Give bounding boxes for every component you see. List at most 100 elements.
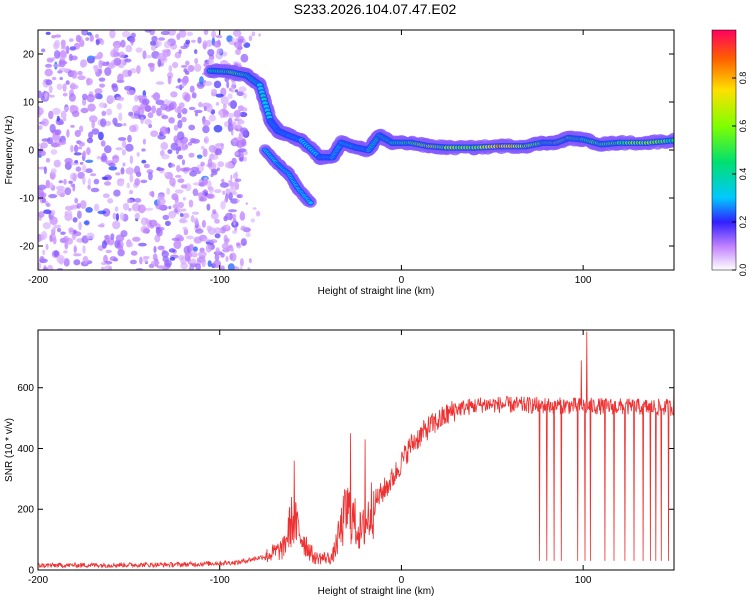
- noise-blob: [200, 161, 205, 167]
- noise-blob: [128, 111, 134, 117]
- noise-blob: [155, 81, 165, 85]
- noise-blob: [130, 32, 136, 39]
- noise-blob: [244, 150, 248, 156]
- noise-blob: [178, 254, 185, 261]
- noise-blob: [123, 123, 127, 127]
- noise-blob: [150, 260, 160, 266]
- noise-blob: [182, 226, 188, 231]
- noise-blob: [87, 103, 96, 112]
- noise-blob: [140, 116, 144, 124]
- noise-blob: [157, 134, 166, 140]
- noise-blob: [129, 125, 137, 133]
- noise-blob: [50, 149, 58, 155]
- noise-blob: [238, 38, 245, 43]
- noise-blob: [181, 208, 187, 212]
- spec-xtick-label: 0: [399, 275, 405, 286]
- noise-blob: [168, 248, 176, 253]
- noise-blob: [38, 233, 42, 243]
- noise-blob: [60, 46, 67, 50]
- noise-blob: [151, 94, 159, 99]
- spec-ytick-label: 20: [23, 50, 35, 61]
- noise-blob: [117, 73, 124, 82]
- noise-blob: [70, 82, 76, 90]
- noise-blob: [41, 138, 51, 142]
- snr-ytick-label: 400: [17, 444, 34, 455]
- noise-blob: [182, 212, 190, 219]
- noise-blob: [122, 203, 130, 211]
- noise-blob: [188, 106, 196, 111]
- noise-blob: [168, 210, 177, 219]
- noise-blob: [91, 128, 100, 135]
- noise-blob: [223, 103, 227, 109]
- noise-blob: [108, 166, 118, 171]
- noise-blob: [177, 119, 183, 129]
- noise-blob: [202, 40, 208, 50]
- noise-blob: [134, 198, 142, 203]
- noise-blob: [194, 112, 199, 117]
- noise-blob: [156, 55, 165, 60]
- noise-blob: [235, 38, 238, 44]
- noise-blob: [233, 110, 242, 118]
- noise-blob: [184, 252, 193, 259]
- noise-blob: [87, 184, 91, 190]
- noise-blob: [142, 138, 146, 145]
- noise-blob: [216, 48, 223, 55]
- snr-frame: [37, 329, 675, 571]
- noise-blob: [58, 60, 68, 65]
- noise-blob: [222, 190, 226, 195]
- noise-blob: [134, 178, 141, 186]
- noise-blob: [150, 45, 157, 51]
- noise-blob: [68, 93, 76, 102]
- noise-blob: [177, 78, 181, 83]
- noise-blob: [100, 261, 107, 266]
- noise-blob: [199, 76, 204, 85]
- snr-xlabel: Height of straight line (km): [318, 586, 435, 597]
- noise-blob: [42, 267, 49, 270]
- noise-blob: [103, 181, 112, 186]
- noise-blob: [198, 196, 204, 202]
- noise-blob: [93, 64, 99, 73]
- noise-blob: [201, 179, 208, 186]
- noise-blob: [54, 34, 62, 38]
- noise-blob: [66, 129, 70, 138]
- noise-blob: [106, 175, 112, 180]
- noise-blob: [82, 93, 88, 101]
- noise-blob: [71, 70, 78, 79]
- noise-blob: [181, 116, 187, 123]
- noise-blob: [149, 63, 155, 72]
- noise-blob: [109, 256, 117, 262]
- noise-blob: [63, 235, 69, 243]
- noise-blob: [124, 58, 132, 63]
- noise-blob: [202, 148, 208, 158]
- noise-blob: [190, 258, 197, 265]
- noise-blob: [174, 189, 184, 194]
- noise-blob: [66, 210, 73, 218]
- noise-blob: [228, 209, 237, 213]
- noise-blob: [101, 110, 107, 117]
- noise-blob: [184, 93, 191, 103]
- noise-blob: [167, 149, 173, 155]
- noise-blob: [247, 267, 251, 270]
- noise-blob: [73, 152, 82, 156]
- spec-xtick-label: 100: [575, 275, 592, 286]
- noise-blob: [129, 259, 137, 265]
- noise-blob: [142, 228, 149, 234]
- noise-blob: [108, 162, 116, 167]
- noise-blob: [190, 215, 195, 223]
- noise-blob: [234, 31, 238, 38]
- noise-blob: [120, 230, 128, 238]
- noise-blob: [198, 251, 207, 258]
- noise-blob: [207, 49, 215, 57]
- noise-blob: [115, 96, 124, 101]
- snr-ylabel: SNR (10 * v/v): [4, 418, 15, 482]
- noise-blob: [141, 98, 150, 106]
- noise-blob: [43, 166, 48, 175]
- noise-blob: [86, 32, 92, 36]
- noise-blob: [239, 266, 243, 270]
- noise-blob: [230, 248, 234, 252]
- noise-blob: [230, 252, 237, 262]
- noise-blob: [90, 173, 97, 177]
- noise-blob: [125, 143, 134, 152]
